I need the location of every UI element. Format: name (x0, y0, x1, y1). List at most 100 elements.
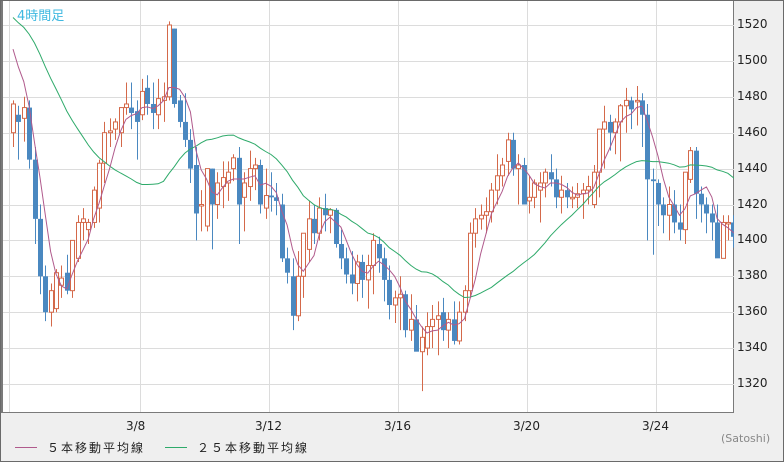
candle-body-down (651, 179, 656, 182)
candle-body-down (350, 274, 355, 284)
candle-body-up (516, 164, 521, 170)
candle-body-down (188, 139, 193, 169)
candle-body-down (661, 204, 666, 216)
candle-body-up (398, 293, 403, 299)
candle-body-up (463, 290, 468, 313)
candle-body-up (140, 90, 145, 116)
candle-body-up (527, 196, 532, 202)
y-tick-label: 1460 (737, 124, 768, 139)
unit-label: (Satoshi) (721, 432, 771, 445)
candle-body-down (672, 204, 677, 223)
candle-body-down (312, 218, 317, 234)
candle-body-down (694, 150, 699, 194)
candle-body-down (629, 100, 634, 110)
x-tick-label: 3/20 (513, 419, 540, 433)
candlestick-chart (3, 1, 734, 412)
candle-body-up (543, 171, 548, 184)
candle-body-up (264, 195, 269, 209)
candle-body-up (624, 99, 629, 107)
y-tick-label: 1340 (737, 340, 768, 355)
candle-body-up (457, 311, 462, 342)
y-tick-label: 1420 (737, 196, 768, 211)
candle-body-up (430, 318, 435, 328)
x-tick-label: 3/16 (384, 419, 411, 433)
candle-body-up (167, 24, 172, 98)
candle-body-up (425, 326, 430, 349)
candle-body-up (199, 204, 204, 207)
candle-body-up (721, 221, 726, 259)
candle-body-up (618, 105, 623, 123)
candle-body-down (678, 222, 683, 230)
candle-body-up (70, 239, 75, 292)
candle-body-up (613, 121, 618, 134)
candle-body-down (178, 100, 183, 122)
candle-body-up (301, 232, 306, 277)
ma5-swatch-icon (15, 447, 37, 448)
candle-body-down (377, 243, 382, 259)
y-tick-label: 1500 (737, 52, 768, 67)
y-tick-label: 1440 (737, 160, 768, 175)
candle-body-down (291, 276, 296, 316)
candle-body-down (285, 258, 290, 273)
candle-body-down (194, 165, 199, 214)
candle-body-up (242, 182, 247, 198)
candle-body-up (108, 130, 113, 134)
candle-body-up (506, 139, 511, 162)
candle-body-down (43, 276, 48, 313)
candle-body-up (97, 162, 102, 209)
candle-body-down (210, 168, 215, 205)
candle-body-up (296, 275, 301, 317)
candle-body-up (393, 297, 398, 306)
x-tick-label: 3/8 (126, 419, 146, 433)
candle-body-down (608, 121, 613, 133)
candle-body-down (414, 319, 419, 352)
candle-body-down (699, 193, 704, 205)
candle-body-up (473, 218, 478, 234)
candle-body-down (403, 294, 408, 331)
candle-body-up (231, 157, 236, 170)
candle-body-up (602, 121, 607, 130)
candle-body-down (274, 197, 279, 201)
candle-body-up (124, 103, 129, 109)
candle-body-down (715, 222, 720, 259)
candle-body-up (76, 221, 81, 259)
candle-body-down (452, 319, 457, 341)
candle-body-down (344, 258, 349, 275)
candle-body-down (145, 87, 150, 104)
candle-body-up (726, 221, 731, 225)
candle-body-down (27, 107, 32, 160)
candle-body-up (500, 164, 505, 177)
candle-body-down (554, 179, 559, 198)
candle-body-up (479, 214, 484, 220)
candle-body-up (586, 186, 591, 191)
legend: ５本移動平均線 ２５本移動平均線 (15, 439, 329, 456)
candle-body-down (65, 272, 70, 291)
candle-body-down (280, 204, 285, 259)
candle-body-up (484, 211, 489, 216)
candle-body-up (409, 318, 414, 331)
candle-body-down (549, 172, 554, 180)
candle-body-up (683, 171, 688, 231)
candle-body-up (570, 196, 575, 200)
candle-body-down (710, 213, 715, 223)
candle-body-up (81, 218, 86, 223)
legend-label: ５本移動平均線 (47, 441, 146, 455)
candle-body-up (355, 261, 360, 284)
candle-body-down (387, 279, 392, 306)
candle-body-up (597, 128, 602, 173)
candle-body-down (704, 204, 709, 214)
ma25-line (12, 17, 734, 299)
candle-body-up (113, 121, 118, 130)
candle-body-down (382, 258, 387, 280)
ma25-swatch-icon (165, 447, 188, 448)
candle-body-up (495, 175, 500, 191)
candle-body-up (226, 171, 231, 184)
plot-area: 4時間足 (1, 1, 734, 413)
candle-body-down (511, 139, 516, 169)
candle-body-down (135, 111, 140, 122)
candle-body-up (205, 168, 210, 227)
y-tick-label: 1380 (737, 268, 768, 283)
ma5-line (12, 48, 734, 334)
candle-body-down (334, 209, 339, 244)
